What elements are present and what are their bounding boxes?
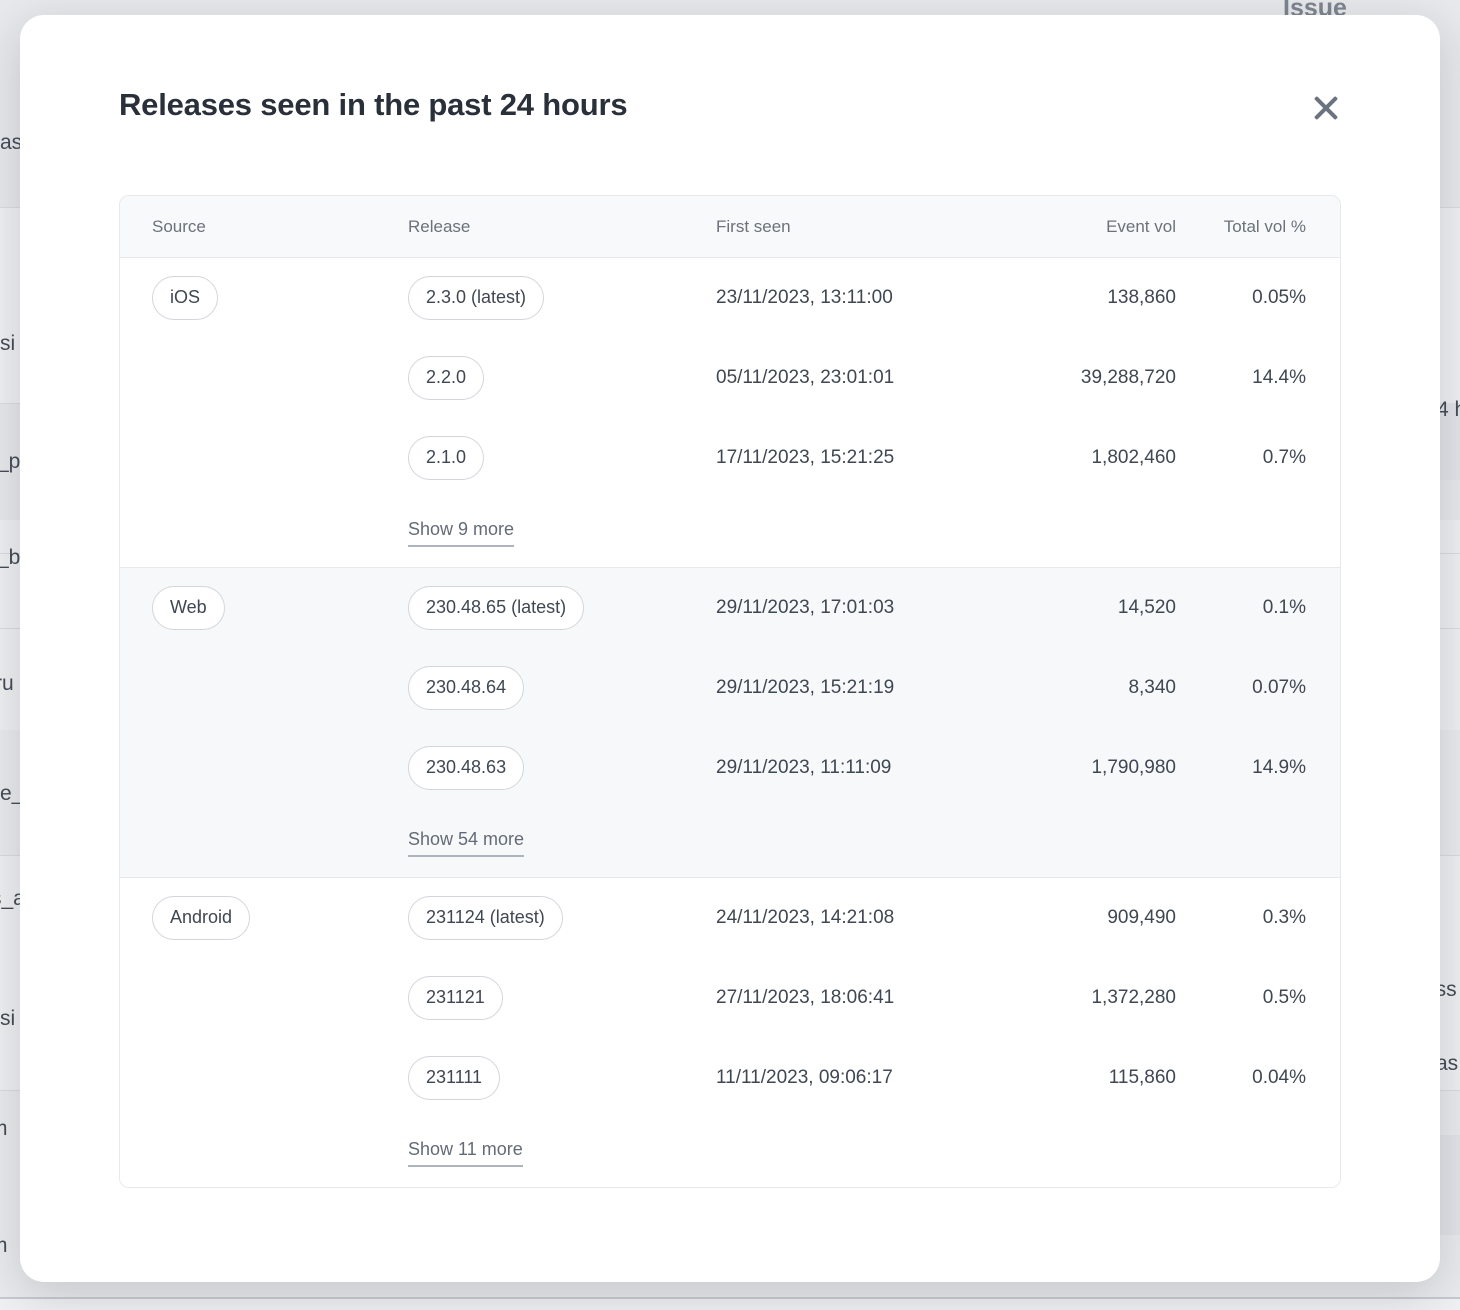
source-group-ios: iOS 2.3.0 (latest) 23/11/2023, 13:11:00 …	[120, 258, 1340, 567]
event-vol-value: 1,790,980	[1091, 757, 1176, 778]
first-seen-value: 11/11/2023, 09:06:17	[716, 1067, 893, 1088]
backdrop-text-fragment: ru	[0, 672, 14, 695]
source-badge: Web	[152, 586, 225, 630]
releases-modal: Releases seen in the past 24 hours Sourc…	[20, 15, 1440, 1282]
event-vol-value: 909,490	[1107, 907, 1176, 928]
table-row: Show 54 more	[120, 808, 1340, 877]
table-row: 2.1.0 17/11/2023, 15:21:25 1,802,460 0.7…	[120, 418, 1340, 498]
releases-table: Source Release First seen Event vol Tota…	[119, 195, 1341, 1188]
event-vol-value: 138,860	[1107, 287, 1176, 308]
table-row: 231111 11/11/2023, 09:06:17 115,860 0.04…	[120, 1038, 1340, 1118]
source-badge: iOS	[152, 276, 219, 320]
table-row: Show 9 more	[120, 498, 1340, 567]
backdrop-text-fragment: si	[0, 332, 16, 355]
backdrop-text-fragment: as	[1436, 1052, 1459, 1075]
event-vol-value: 39,288,720	[1080, 367, 1176, 388]
first-seen-value: 27/11/2023, 18:06:41	[716, 987, 895, 1008]
table-row: 230.48.63 29/11/2023, 11:11:09 1,790,980…	[120, 728, 1340, 808]
release-badge: 2.1.0	[408, 436, 485, 480]
backdrop-band	[0, 1297, 1460, 1310]
table-row: Android 231124 (latest) 24/11/2023, 14:2…	[120, 878, 1340, 958]
first-seen-value: 17/11/2023, 15:21:25	[716, 447, 895, 468]
total-vol-value: 0.7%	[1262, 447, 1306, 468]
table-row: 231121 27/11/2023, 18:06:41 1,372,280 0.…	[120, 958, 1340, 1038]
release-badge: 2.2.0	[408, 356, 485, 400]
backdrop-text-fragment: _b	[0, 546, 21, 569]
source-badge: Android	[152, 896, 251, 940]
total-vol-value: 0.3%	[1262, 907, 1306, 928]
source-group-android: Android 231124 (latest) 24/11/2023, 14:2…	[120, 877, 1340, 1187]
close-icon[interactable]	[1311, 93, 1341, 123]
table-row: 2.2.0 05/11/2023, 23:01:01 39,288,720 14…	[120, 338, 1340, 418]
table-row: 230.48.64 29/11/2023, 15:21:19 8,340 0.0…	[120, 648, 1340, 728]
table-header-row: Source Release First seen Event vol Tota…	[120, 196, 1340, 258]
backdrop-text-fragment: si	[0, 1007, 16, 1030]
release-badge: 231124 (latest)	[408, 896, 563, 940]
release-badge: 231111	[408, 1056, 501, 1100]
first-seen-value: 05/11/2023, 23:01:01	[716, 367, 895, 388]
backdrop-text-fragment: m	[0, 1117, 8, 1141]
event-vol-value: 8,340	[1128, 677, 1176, 698]
column-header-total-vol: Total vol %	[1223, 216, 1306, 236]
backdrop-text-fragment: as	[0, 131, 23, 154]
column-header-first-seen: First seen	[716, 216, 791, 236]
release-badge: 230.48.63	[408, 746, 525, 790]
modal-title: Releases seen in the past 24 hours	[119, 87, 628, 122]
release-badge: 231121	[408, 976, 503, 1020]
release-badge: 230.48.65 (latest)	[408, 586, 585, 630]
first-seen-value: 24/11/2023, 14:21:08	[716, 907, 895, 928]
show-more-link-ios[interactable]: Show 9 more	[408, 519, 515, 547]
column-header-event-vol: Event vol	[1106, 216, 1176, 236]
total-vol-value: 0.04%	[1252, 1067, 1306, 1088]
backdrop-text-fragment: s_a	[0, 887, 25, 910]
total-vol-value: 0.05%	[1252, 287, 1306, 308]
show-more-link-android[interactable]: Show 11 more	[408, 1139, 523, 1167]
backdrop-divider	[0, 1297, 1460, 1299]
release-badge: 230.48.64	[408, 666, 525, 710]
release-badge: 2.3.0 (latest)	[408, 276, 545, 320]
table-row: Show 11 more	[120, 1118, 1340, 1187]
total-vol-value: 0.1%	[1262, 597, 1306, 618]
event-vol-value: 115,860	[1108, 1067, 1176, 1088]
backdrop-text-fragment: e_	[0, 782, 24, 805]
event-vol-value: 1,802,460	[1091, 447, 1176, 468]
show-more-link-web[interactable]: Show 54 more	[408, 829, 525, 857]
table-row: iOS 2.3.0 (latest) 23/11/2023, 13:11:00 …	[120, 258, 1340, 338]
first-seen-value: 29/11/2023, 17:01:03	[716, 597, 895, 618]
column-header-source: Source	[152, 216, 206, 236]
event-vol-value: 14,520	[1117, 597, 1176, 618]
first-seen-value: 29/11/2023, 15:21:19	[716, 677, 895, 698]
backdrop-text-fragment: m	[0, 1234, 8, 1258]
total-vol-value: 14.9%	[1252, 757, 1306, 778]
column-header-release: Release	[408, 216, 471, 236]
total-vol-value: 0.07%	[1252, 677, 1306, 698]
first-seen-value: 23/11/2023, 13:11:00	[716, 287, 893, 308]
backdrop-text-fragment: _p	[0, 450, 21, 473]
first-seen-value: 29/11/2023, 11:11:09	[716, 757, 892, 778]
total-vol-value: 0.5%	[1262, 987, 1306, 1008]
source-group-web: Web 230.48.65 (latest) 29/11/2023, 17:01…	[120, 567, 1340, 877]
backdrop-text-fragment: 4 h	[1437, 398, 1460, 421]
event-vol-value: 1,372,280	[1091, 987, 1176, 1008]
total-vol-value: 14.4%	[1252, 367, 1306, 388]
table-row: Web 230.48.65 (latest) 29/11/2023, 17:01…	[120, 568, 1340, 648]
